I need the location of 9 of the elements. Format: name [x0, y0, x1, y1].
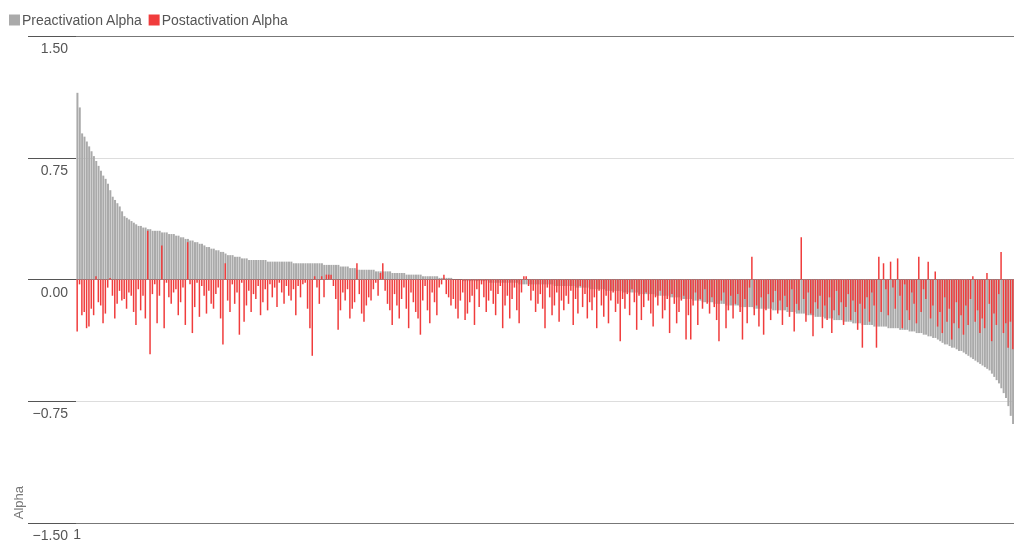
y-tick-label: −0.75	[32, 405, 69, 422]
y-tick-label: 1.50	[40, 40, 69, 56]
y-tick-label: −1.50	[32, 527, 69, 542]
y-axis-title: Alpha	[11, 485, 26, 520]
y-tick-label: 0.75	[40, 161, 69, 178]
x-tick-label: 1	[73, 526, 82, 542]
y-tick-label: 0.00	[40, 283, 69, 300]
legend-label: Postactivation Alpha	[161, 12, 288, 28]
legend-label: Preactivation Alpha	[22, 12, 143, 28]
